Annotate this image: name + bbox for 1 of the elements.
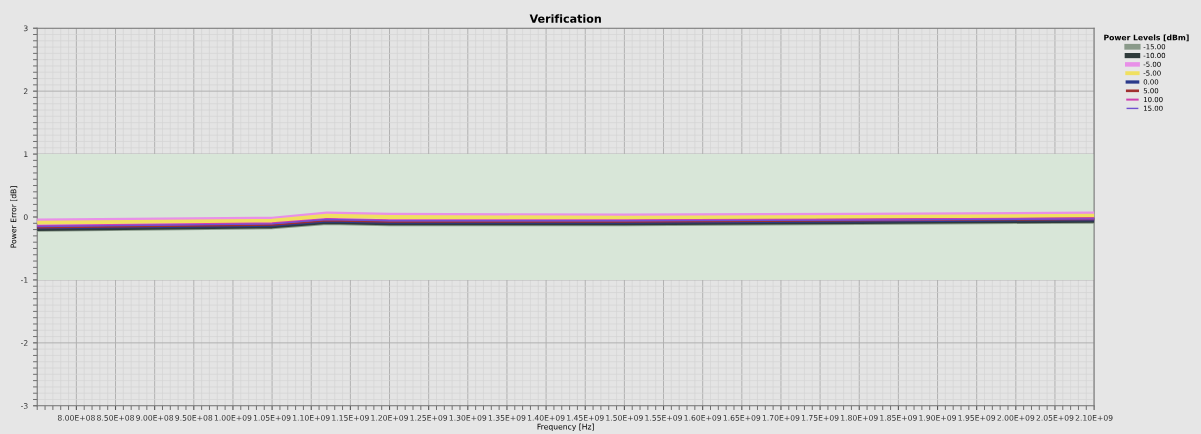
chart-title: Verification — [529, 14, 601, 23]
